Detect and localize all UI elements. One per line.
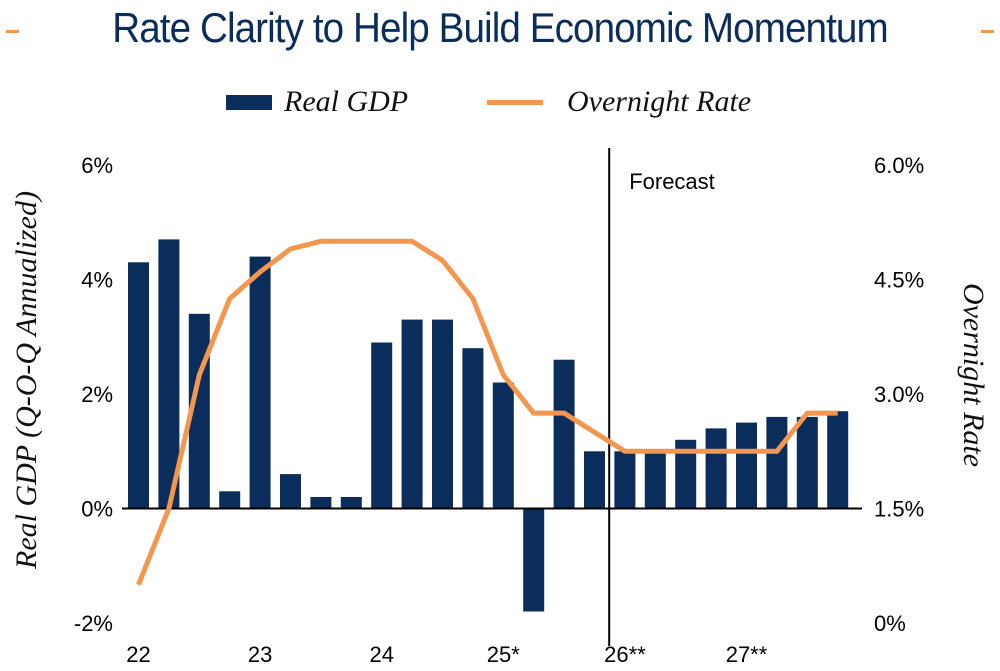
legend-swatch-line — [487, 99, 543, 105]
bar-group — [128, 239, 849, 612]
x-tick-label: 24 — [369, 642, 393, 667]
legend: Real GDP Overnight Rate — [0, 80, 1000, 124]
gdp-bar — [705, 428, 727, 509]
gdp-bar — [371, 342, 393, 509]
gdp-bar — [158, 239, 180, 509]
title-dash-right — [981, 30, 994, 33]
gdp-bar — [736, 422, 757, 509]
left-axis-ticks: 6% 4% 2% 0% -2% — [74, 153, 113, 636]
gdp-bar — [432, 319, 453, 509]
gdp-bar — [249, 256, 271, 509]
gdp-bar — [523, 508, 545, 612]
legend-swatch-bar — [226, 94, 272, 110]
gdp-bar — [128, 262, 149, 509]
x-tick-label: 25* — [487, 642, 520, 667]
gdp-bar — [462, 348, 484, 509]
title-row: Rate Clarity to Help Build Economic Mome… — [0, 0, 1000, 64]
right-tick-label: 3.0% — [874, 382, 924, 407]
gdp-bar — [310, 497, 332, 509]
gdp-bar — [766, 416, 788, 509]
x-axis-ticks: 22 23 24 25* 26** 27** — [126, 642, 767, 667]
left-axis-title: Real GDP (Q-O-Q Annualized) — [10, 191, 43, 570]
left-tick-label: 4% — [81, 268, 113, 293]
gdp-bar — [280, 474, 301, 509]
x-tick-label: 22 — [126, 642, 150, 667]
overnight-rate-line — [136, 238, 838, 586]
right-axis-title: Overnight Rate — [957, 283, 990, 467]
right-tick-label: 6.0% — [874, 153, 924, 178]
chart-title: Rate Clarity to Help Build Economic Mome… — [112, 4, 888, 51]
legend-item-overnight-rate: Overnight Rate — [487, 80, 751, 124]
legend-label-real-gdp: Real GDP — [284, 85, 409, 118]
right-tick-label: 4.5% — [874, 268, 924, 293]
x-tick-label: 27** — [726, 642, 768, 667]
gdp-bar — [401, 319, 423, 509]
left-tick-label: 0% — [81, 497, 113, 522]
gdp-bar — [827, 411, 849, 509]
legend-label-overnight-rate: Overnight Rate — [567, 85, 752, 118]
x-tick-label: 23 — [248, 642, 272, 667]
right-tick-label: 0% — [874, 611, 906, 636]
left-tick-label: -2% — [74, 611, 113, 636]
gdp-bar — [675, 439, 697, 509]
right-axis-ticks: 6.0% 4.5% 3.0% 1.5% 0% — [874, 153, 924, 636]
left-tick-label: 2% — [81, 382, 113, 407]
gdp-bar — [614, 451, 636, 509]
x-tick-label: 26** — [604, 642, 646, 667]
gdp-bar — [340, 497, 362, 509]
right-tick-label: 1.5% — [874, 497, 924, 522]
left-tick-label: 6% — [81, 153, 113, 178]
gdp-bar — [644, 451, 666, 509]
gdp-bar — [796, 416, 818, 509]
gdp-bar — [492, 382, 514, 509]
title-dash-left — [6, 30, 19, 33]
gdp-bar — [584, 451, 605, 509]
gdp-bar — [219, 491, 241, 509]
forecast-label: Forecast — [629, 169, 715, 194]
gdp-bar — [553, 359, 575, 509]
legend-item-real-gdp: Real GDP — [226, 80, 408, 124]
